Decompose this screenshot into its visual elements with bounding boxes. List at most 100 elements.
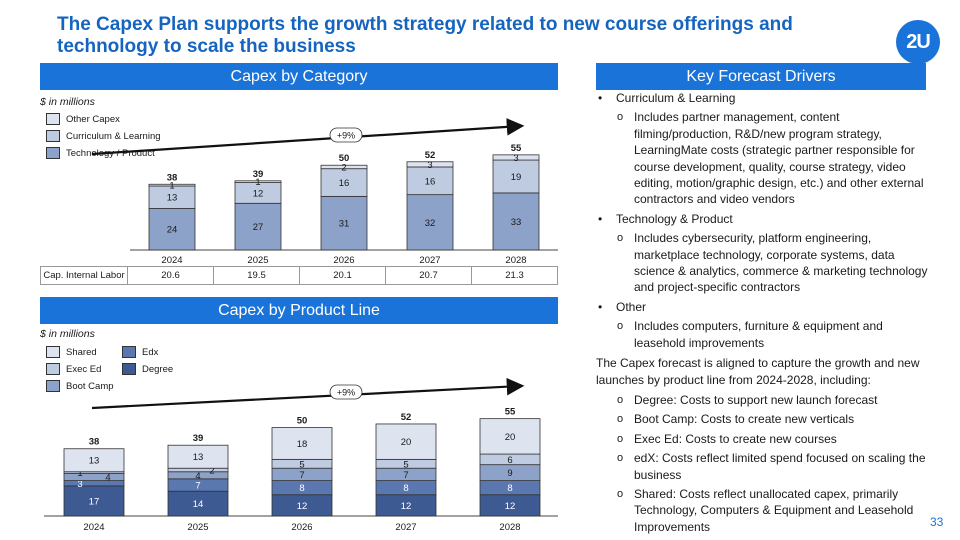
- x-tick-label: 2024: [161, 255, 182, 266]
- table-row: Cap. Internal Labor 20.6 19.5 20.1 20.7 …: [40, 266, 558, 285]
- product-bootcamp-note: Boot Camp: Costs to create new verticals: [596, 411, 932, 428]
- labor-value-2025: 19.5: [213, 266, 300, 285]
- bar-segment-shared-2024: [63, 448, 125, 473]
- data-label: 1: [169, 181, 174, 192]
- x-tick-label: 2026: [333, 255, 354, 266]
- bar-segment-technology-product-2026: [320, 195, 368, 251]
- x-tick-label: 2025: [247, 255, 268, 266]
- data-label: 7: [299, 470, 304, 481]
- x-tick-label: 2024: [83, 522, 104, 533]
- data-label: 7: [195, 481, 200, 492]
- data-label: 3: [513, 153, 518, 164]
- driver-technology: Technology & Product: [596, 211, 932, 228]
- labor-row-label: Cap. Internal Labor: [40, 266, 128, 285]
- legend-swatch: [46, 380, 60, 392]
- legend-swatch: [122, 346, 136, 358]
- total-label: 38: [167, 172, 178, 183]
- legend-exec-ed: Exec Ed: [46, 363, 101, 375]
- bar-segment-curriculum-learning-2027: [406, 166, 454, 196]
- data-label: 5: [299, 459, 304, 470]
- bar-segment-other-capex-2027: [406, 161, 454, 168]
- total-label: 50: [297, 416, 308, 427]
- bar-segment-degree-2025: [167, 490, 229, 517]
- capex-by-category-chart: 2413138202427121392025311625020263216352…: [91, 118, 558, 266]
- bar-segment-technology-product-2024: [148, 208, 196, 251]
- data-label: 16: [425, 176, 436, 187]
- legend-swatch: [46, 113, 60, 125]
- data-label: 12: [505, 501, 516, 512]
- driver-other-detail: Includes computers, furniture & equipmen…: [596, 318, 932, 351]
- bar-segment-other-capex-2025: [234, 180, 282, 183]
- legend-boot-camp: Boot Camp: [46, 380, 114, 392]
- total-label: 52: [401, 412, 412, 423]
- driver-other: Other: [596, 299, 932, 316]
- data-label: 31: [339, 219, 350, 230]
- key-forecast-drivers-header: Key Forecast Drivers: [596, 63, 926, 90]
- data-label: 8: [299, 483, 304, 494]
- data-label: 4: [105, 473, 110, 484]
- growth-arrow: [91, 118, 525, 156]
- legend-swatch: [46, 130, 60, 142]
- category-units-label: $ in millions: [40, 96, 95, 108]
- x-tick-label: 2027: [419, 255, 440, 266]
- bar-segment-curriculum-learning-2028: [492, 159, 540, 194]
- data-label: 13: [167, 193, 178, 204]
- data-label: 20: [401, 437, 412, 448]
- cagr-label: +9%: [337, 388, 355, 398]
- legend-label: Exec Ed: [66, 363, 102, 375]
- product-units-label: $ in millions: [40, 328, 95, 340]
- forecast-paragraph: The Capex forecast is aligned to capture…: [596, 356, 920, 387]
- data-label: 3: [427, 160, 432, 171]
- data-label: 27: [253, 222, 264, 233]
- page-title: The Capex Plan supports the growth strat…: [57, 14, 793, 57]
- data-label: 2: [341, 162, 346, 173]
- data-label: 32: [425, 218, 436, 229]
- cagr-badge: [329, 127, 363, 143]
- legend-label: Shared: [66, 346, 97, 358]
- data-label: 9: [507, 468, 512, 479]
- data-label: 1: [77, 468, 82, 479]
- data-label: 17: [89, 496, 100, 507]
- legend-label: Degree: [142, 363, 174, 375]
- bar-segment-edx-2024: [63, 480, 125, 487]
- driver-curriculum-detail: Includes partner management, content fil…: [596, 109, 932, 207]
- bar-segment-technology-product-2028: [492, 192, 540, 251]
- data-label: 3: [77, 479, 82, 490]
- bar-segment-technology-product-2025: [234, 202, 282, 251]
- data-label: 13: [193, 452, 204, 463]
- data-label: 8: [403, 483, 408, 494]
- product-shared-note: Shared: Costs reflect unallocated capex,…: [596, 486, 932, 535]
- page-number: 33: [930, 515, 944, 529]
- legend-shared: Shared: [46, 346, 97, 358]
- bar-segment-other-capex-2024: [148, 183, 196, 187]
- data-label: 14: [193, 499, 204, 510]
- bar-segment-technology-product-2027: [406, 194, 454, 251]
- company-logo: 2U: [896, 20, 940, 64]
- bar-segment-other-capex-2026: [320, 164, 368, 170]
- data-label: 8: [507, 483, 512, 494]
- total-label: 50: [339, 153, 350, 164]
- legend-label: Curriculum & Learning: [66, 130, 161, 142]
- legend-curriculum: Curriculum & Learning: [46, 130, 161, 142]
- total-label: 38: [89, 437, 100, 448]
- total-label: 52: [425, 150, 436, 161]
- legend-swatch: [46, 346, 60, 358]
- x-tick-label: 2026: [291, 522, 312, 533]
- data-label: 24: [167, 225, 178, 236]
- labor-value-2024: 20.6: [127, 266, 214, 285]
- legend-label: Boot Camp: [66, 380, 114, 392]
- total-label: 55: [505, 407, 516, 418]
- bar-segment-shared-2028: [479, 418, 541, 455]
- data-label: 13: [89, 456, 100, 467]
- data-label: 6: [507, 455, 512, 466]
- legend-swatch: [46, 147, 60, 159]
- bar-segment-exec-ed-2025: [167, 467, 229, 473]
- labor-value-2027: 20.7: [385, 266, 472, 285]
- data-label: 12: [297, 501, 308, 512]
- growth-arrow: [91, 377, 525, 410]
- legend-swatch: [46, 363, 60, 375]
- data-label: 16: [339, 178, 350, 189]
- bar-segment-other-capex-2028: [492, 154, 540, 161]
- key-forecast-drivers: Curriculum & Learning Includes partner m…: [596, 90, 932, 538]
